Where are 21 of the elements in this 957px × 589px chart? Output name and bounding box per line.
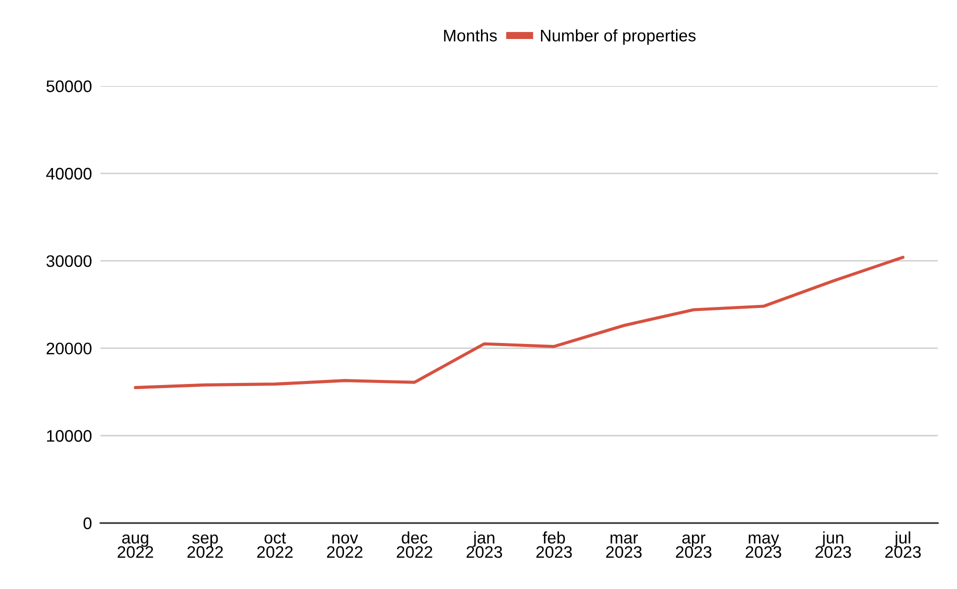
x-tick-label: oct 2022: [257, 532, 293, 558]
x-tick-label: nov 2022: [327, 534, 362, 558]
x-tick-label: sep 2022: [187, 534, 223, 558]
y-tick-label: 10000: [47, 430, 92, 442]
legend-title: Months: [444, 29, 497, 42]
line-series: [134, 256, 904, 390]
y-tick-label: 40000: [46, 168, 92, 180]
y-tick-label: 30000: [46, 255, 92, 268]
y-tick-label: 0: [84, 517, 92, 530]
y-tick-label: 20000: [46, 342, 92, 354]
x-tick-label: dec 2022: [396, 531, 432, 558]
x-tick-label: jan 2023: [466, 531, 502, 558]
x-tick-label: jun 2023: [815, 531, 851, 558]
x-tick-label: jul 2023: [885, 531, 921, 558]
x-tick-label: mar 2023: [606, 534, 642, 558]
x-tick-label: apr 2023: [676, 534, 712, 558]
y-tick-label: 50000: [46, 80, 92, 92]
x-tick-label: may 2023: [746, 534, 782, 558]
legend-label: Number of properties: [541, 29, 696, 45]
x-tick-label: aug 2022: [118, 534, 154, 558]
x-tick-label: feb 2023: [536, 531, 572, 558]
